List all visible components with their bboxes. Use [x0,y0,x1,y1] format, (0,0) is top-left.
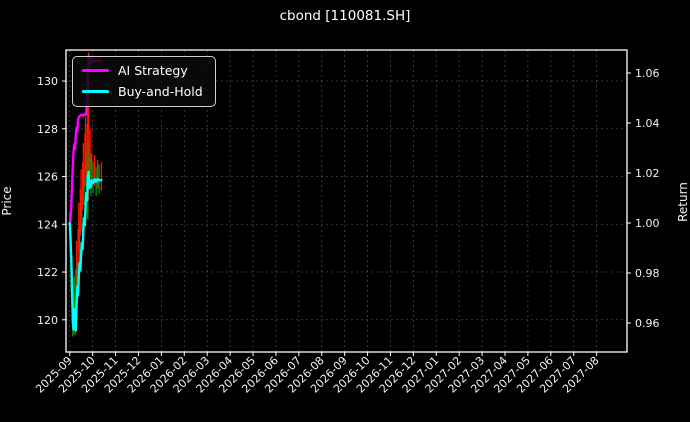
candle-bar [81,193,83,232]
candle-bar [90,157,92,196]
candle-bar [83,166,85,206]
y-right-tick-label: 0.96 [635,317,660,330]
candle-bar [87,52,90,201]
candle-bar [81,162,84,210]
candle-bar [80,169,82,218]
candle-bar [87,107,89,220]
buy-and-hold-line-swatch [82,90,109,93]
candle-bar [75,240,78,289]
candle-bar [93,155,96,187]
y-left-tick-label: 126 [37,171,58,184]
axis-tick-labels: 2025-092025-102025-112025-122026-012026-… [33,67,659,396]
candle-bar [84,116,87,172]
y-left-tick-label: 128 [37,123,58,136]
candle-bar [77,229,79,275]
candle-bar [85,150,87,189]
y-right-tick-label: 0.98 [635,267,660,280]
candle-bar [92,162,94,194]
legend-label: AI Strategy [118,63,188,78]
y-left-tick-label: 122 [37,266,58,279]
y-left-tick-label: 120 [37,314,58,327]
grid-lines [66,50,627,352]
y-right-tick-label: 1.00 [635,217,660,230]
candle-bar [79,188,81,237]
axis-ticks [62,72,631,356]
y-right-tick-label: 1.02 [635,167,660,180]
candle-bar [78,202,80,251]
plot-frame [65,49,628,353]
candle-bar [100,162,103,191]
candle-bar [84,133,86,187]
candle-bar [86,124,88,177]
y-right-tick-label: 1.04 [635,117,660,130]
candle-bar [98,164,100,194]
candle-bar [89,128,91,170]
y-left-tick-label: 130 [37,75,58,88]
candle-bar [82,143,84,194]
candle-bar [96,159,99,189]
ai-strategy-line-swatch [82,69,109,72]
y-right-tick-label: 1.06 [635,67,660,80]
candle-bar [75,269,77,313]
legend: AI Strategy Buy-and-Hold [72,56,216,107]
candle-bar [88,140,90,182]
y-left-tick-label: 124 [37,218,58,231]
plot-border [65,49,628,353]
candle-bar [73,276,75,323]
series-line-buy-and-hold [68,170,103,332]
chart-title: cbond [110081.SH] [279,8,411,24]
legend-item-buy-and-hold: Buy-and-Hold [82,84,203,99]
legend-label: Buy-and-Hold [118,84,203,99]
candle-bar [78,221,81,263]
candle-bar [90,152,93,189]
legend-item-ai-strategy: AI Strategy [82,63,203,78]
